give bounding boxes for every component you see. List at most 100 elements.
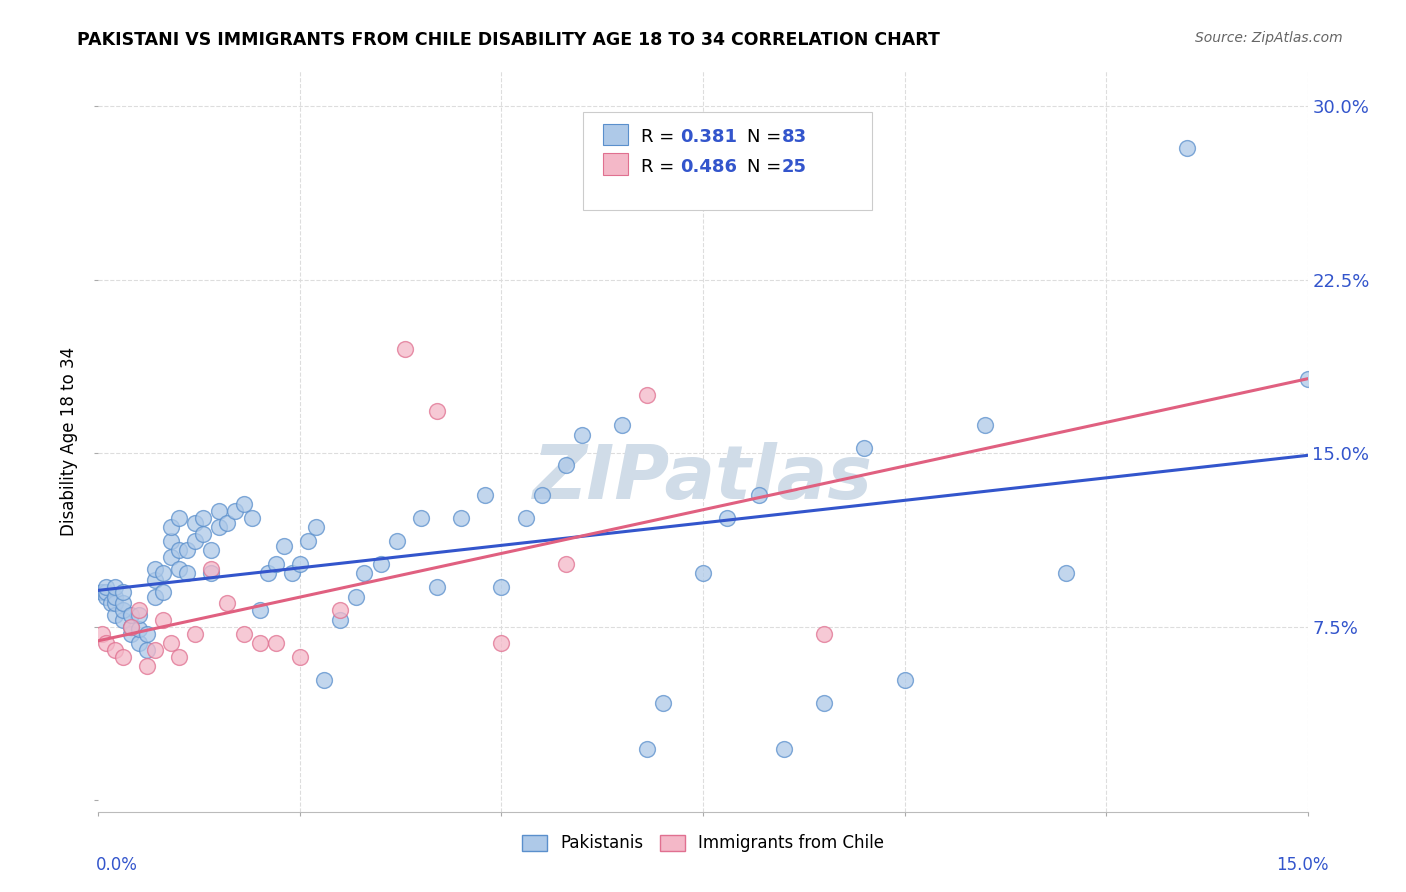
Text: Source: ZipAtlas.com: Source: ZipAtlas.com [1195, 31, 1343, 45]
Point [200, 566, 222, 581]
Point [217, 597, 239, 611]
Point [571, 427, 593, 442]
Point [111, 585, 134, 599]
Point [748, 488, 770, 502]
Point [111, 613, 134, 627]
Text: PAKISTANI VS IMMIGRANTS FROM CHILE DISABILITY AGE 18 TO 34 CORRELATION CHART: PAKISTANI VS IMMIGRANTS FROM CHILE DISAB… [77, 31, 941, 49]
Point [111, 603, 134, 617]
Point [128, 622, 150, 636]
Point [120, 608, 142, 623]
Point [530, 488, 553, 502]
Point [96, 590, 118, 604]
Point [264, 557, 287, 571]
Point [273, 539, 295, 553]
Point [160, 520, 183, 534]
Point [128, 608, 150, 623]
Point [111, 649, 134, 664]
Point [224, 504, 246, 518]
Point [96, 636, 118, 650]
Point [249, 603, 271, 617]
Point [103, 608, 125, 623]
Point [716, 511, 738, 525]
Point [344, 590, 367, 604]
Point [385, 534, 408, 549]
Text: 0.486: 0.486 [681, 158, 738, 176]
Point [370, 557, 392, 571]
Point [200, 562, 222, 576]
Point [193, 527, 215, 541]
Point [636, 742, 658, 756]
Point [636, 388, 658, 402]
Point [176, 566, 198, 581]
Point [96, 585, 118, 599]
Point [329, 603, 352, 617]
Point [120, 626, 142, 640]
Point [1296, 372, 1319, 386]
Point [281, 566, 304, 581]
Point [184, 516, 207, 530]
Point [329, 613, 352, 627]
Point [103, 642, 125, 657]
Point [515, 511, 537, 525]
Point [314, 673, 336, 687]
Text: N =: N = [747, 158, 786, 176]
Text: N =: N = [747, 128, 786, 146]
Point [91, 585, 114, 599]
Point [612, 418, 634, 433]
Point [1175, 141, 1198, 155]
Point [208, 520, 231, 534]
Point [152, 585, 174, 599]
Point [232, 497, 254, 511]
Point [893, 673, 915, 687]
Point [184, 626, 207, 640]
Text: R =: R = [641, 158, 681, 176]
Point [974, 418, 997, 433]
Point [128, 636, 150, 650]
Point [692, 566, 714, 581]
Point [184, 534, 207, 549]
Point [394, 342, 416, 356]
Y-axis label: Disability Age 18 to 34: Disability Age 18 to 34 [60, 347, 79, 536]
Point [853, 442, 876, 456]
Point [232, 626, 254, 640]
Point [120, 620, 142, 634]
Point [813, 696, 835, 710]
Point [143, 574, 166, 588]
Point [772, 742, 794, 756]
Point [128, 603, 150, 617]
Text: 25: 25 [782, 158, 807, 176]
Text: 83: 83 [782, 128, 807, 146]
Point [305, 520, 328, 534]
Point [474, 488, 496, 502]
Point [103, 597, 125, 611]
Point [96, 580, 118, 594]
Point [167, 562, 190, 576]
Point [491, 636, 513, 650]
Point [167, 543, 190, 558]
Text: ZIPatlas: ZIPatlas [533, 442, 873, 515]
Point [426, 404, 449, 418]
Point [555, 557, 578, 571]
Point [143, 642, 166, 657]
Point [135, 659, 157, 673]
Point [426, 580, 449, 594]
Point [160, 550, 183, 565]
Point [450, 511, 472, 525]
Point [143, 562, 166, 576]
Legend: Pakistanis, Immigrants from Chile: Pakistanis, Immigrants from Chile [515, 828, 891, 859]
Point [813, 626, 835, 640]
Point [1054, 566, 1077, 581]
Text: R =: R = [641, 128, 681, 146]
Point [288, 557, 311, 571]
Point [160, 636, 183, 650]
Point [100, 597, 122, 611]
Point [249, 636, 271, 650]
Point [120, 620, 142, 634]
Point [217, 516, 239, 530]
Point [176, 543, 198, 558]
Point [152, 566, 174, 581]
Text: 15.0%: 15.0% [1277, 856, 1329, 874]
Point [288, 649, 311, 664]
Point [200, 543, 222, 558]
Point [651, 696, 673, 710]
